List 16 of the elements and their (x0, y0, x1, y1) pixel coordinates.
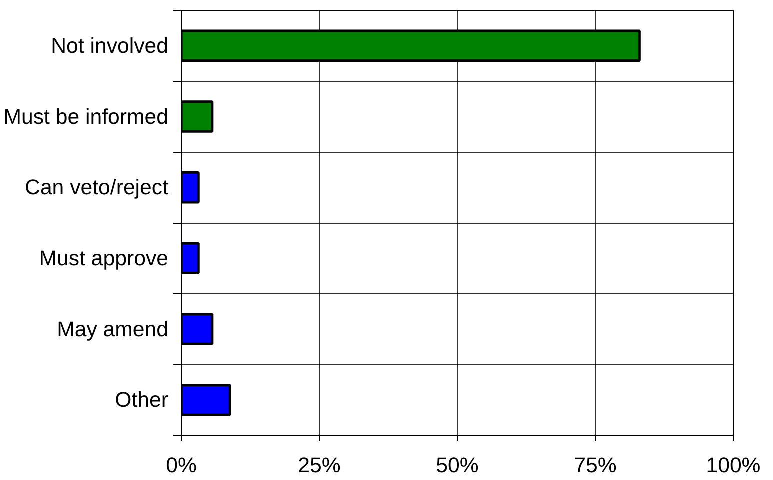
y-tick-label: Must approve (39, 246, 168, 270)
x-tick-label: 0% (166, 454, 197, 478)
x-tick-label: 25% (298, 454, 341, 478)
x-tick-label: 50% (436, 454, 479, 478)
bar (182, 313, 214, 346)
y-tick-label: Can veto/reject (25, 176, 169, 200)
bar (182, 384, 232, 416)
x-tick-label: 100% (706, 454, 761, 478)
y-tick-label: Must be informed (4, 104, 169, 129)
y-tick-label: Not involved (51, 34, 169, 58)
bar (182, 100, 214, 133)
bar (182, 242, 200, 275)
bar (182, 171, 200, 204)
y-tick-label: Other (115, 388, 169, 412)
y-tick-label: May amend (57, 317, 169, 342)
x-tick-label: 75% (574, 454, 617, 478)
